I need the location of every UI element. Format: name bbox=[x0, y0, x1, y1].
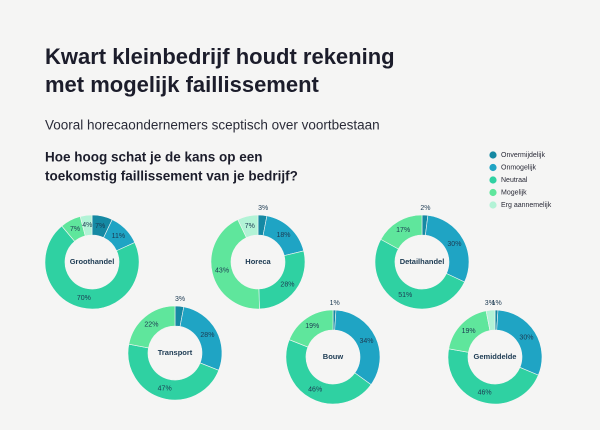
legend-swatch bbox=[489, 188, 497, 197]
data-label: 3% bbox=[485, 300, 495, 307]
data-label: 19% bbox=[462, 328, 476, 335]
data-label: 51% bbox=[398, 292, 412, 299]
donut-segment bbox=[127, 343, 220, 401]
data-label: 1% bbox=[492, 300, 502, 307]
donut-segment bbox=[79, 214, 93, 237]
data-label: 46% bbox=[308, 386, 322, 393]
legend-label: Mogelijk bbox=[501, 189, 527, 196]
donut-segment bbox=[128, 305, 176, 349]
title-line: Kwart kleinbedrijf houdt rekening bbox=[45, 44, 395, 69]
donut-title: Horeca bbox=[245, 257, 271, 266]
data-label: 19% bbox=[305, 323, 319, 330]
charts: 7%11%70%7%4%Groothandel3%18%28%43%7%Hore… bbox=[44, 205, 543, 405]
data-label: 18% bbox=[277, 232, 291, 239]
legend-label: Onvermijdelijk bbox=[501, 152, 545, 159]
legend-swatch bbox=[489, 151, 497, 159]
data-label: 46% bbox=[478, 389, 492, 396]
data-label: 3% bbox=[175, 296, 185, 303]
donut-title: Bouw bbox=[323, 352, 344, 361]
donut-segment bbox=[425, 215, 470, 283]
data-label: 7% bbox=[95, 223, 105, 230]
question-line: toekomstig faillissement van je bedrijf? bbox=[45, 169, 298, 184]
subtitle: Vooral horecaondernemers sceptisch over … bbox=[45, 118, 380, 133]
data-label: 7% bbox=[245, 223, 255, 230]
question-line: Hoe hoog schat je de kans op een bbox=[45, 150, 263, 165]
data-label: 22% bbox=[144, 321, 158, 328]
data-label: 2% bbox=[420, 205, 430, 212]
donut-segment bbox=[288, 309, 334, 348]
data-label: 70% bbox=[77, 295, 91, 302]
data-label: 1% bbox=[330, 300, 340, 307]
donut-segment bbox=[447, 348, 539, 405]
legend-swatch bbox=[489, 201, 497, 209]
data-label: 34% bbox=[359, 338, 373, 345]
donut-title: Transport bbox=[158, 348, 193, 357]
legend-label: Neutraal bbox=[501, 177, 528, 184]
donut-segment bbox=[380, 214, 423, 250]
donut-segment bbox=[237, 214, 259, 239]
data-label: 28% bbox=[200, 332, 214, 339]
legend-label: Onmogelijk bbox=[501, 164, 537, 171]
legend-swatch bbox=[489, 176, 497, 184]
title-line: met mogelijk faillissement bbox=[45, 72, 320, 97]
data-label: 30% bbox=[447, 241, 461, 248]
legend-swatch bbox=[489, 163, 497, 172]
data-label: 4% bbox=[82, 222, 92, 229]
donut-title: Gemiddelde bbox=[474, 352, 517, 361]
legend: Onvermijdelijk Onmogelijk Neutraal Mogelijk… bbox=[489, 151, 552, 209]
donut-segment bbox=[285, 339, 372, 405]
data-label: 17% bbox=[396, 227, 410, 234]
data-label: 7% bbox=[70, 226, 80, 233]
data-label: 28% bbox=[280, 281, 294, 288]
data-label: 30% bbox=[519, 334, 533, 341]
data-label: 3% bbox=[258, 205, 268, 212]
donut-segment bbox=[496, 309, 543, 376]
data-label: 43% bbox=[215, 268, 229, 275]
donut-segment bbox=[210, 219, 260, 310]
donut-segment bbox=[374, 238, 465, 310]
donut-segment bbox=[485, 309, 496, 331]
donut-segment bbox=[334, 309, 381, 386]
data-label: 11% bbox=[112, 233, 126, 240]
donut-title: Detailhandel bbox=[400, 257, 445, 266]
legend-label: Erg aannemelijk bbox=[501, 202, 552, 209]
data-label: 47% bbox=[158, 385, 172, 392]
donut-title: Groothandel bbox=[70, 257, 115, 266]
donut-segment bbox=[44, 225, 140, 310]
